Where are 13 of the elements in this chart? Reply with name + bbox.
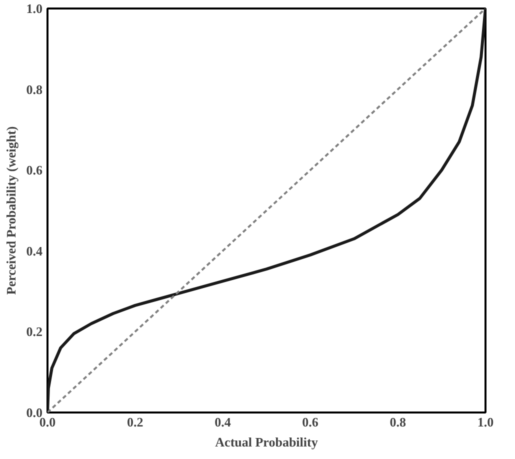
x-tick-label: 0.4 (214, 414, 232, 430)
y-tick-label: 0.6 (26, 162, 43, 178)
x-axis-title: Actual Probability (215, 434, 318, 450)
x-tick-label: 1.0 (477, 414, 494, 430)
y-axis-title: Perceived Probability (weight) (3, 126, 18, 295)
y-tick-label: 1.0 (26, 1, 42, 16)
x-tick-label: 0.8 (390, 414, 407, 430)
y-tick-label: 0.8 (26, 82, 43, 97)
y-tick-label: 0.2 (26, 324, 42, 340)
line-series (48, 8, 486, 412)
x-tick-label: 0.2 (126, 414, 144, 430)
y-tick-label: 0.4 (26, 243, 43, 258)
x-tick-label: 0.6 (302, 414, 319, 430)
